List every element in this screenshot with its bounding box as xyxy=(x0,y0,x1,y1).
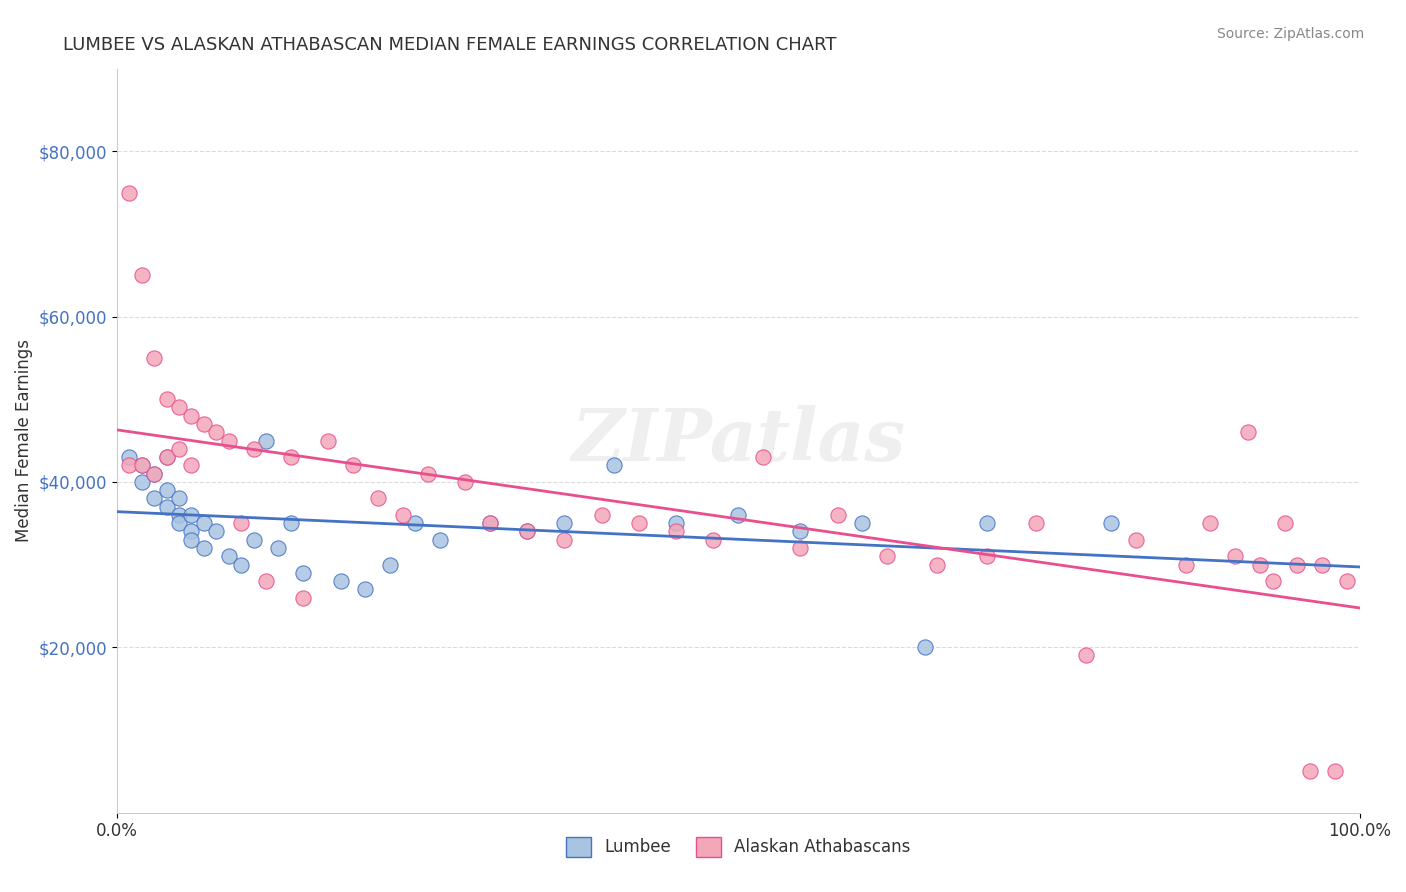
Text: ZIPatlas: ZIPatlas xyxy=(571,405,905,476)
Point xyxy=(242,533,264,547)
Point xyxy=(131,458,153,473)
Point xyxy=(416,467,439,481)
Point xyxy=(367,491,389,506)
Point xyxy=(591,508,613,522)
Y-axis label: Median Female Earnings: Median Female Earnings xyxy=(15,339,32,542)
Point xyxy=(180,508,202,522)
Point xyxy=(131,458,153,473)
Point xyxy=(193,417,215,431)
Point xyxy=(1225,549,1247,564)
Point xyxy=(1174,558,1197,572)
Point xyxy=(914,640,936,655)
Point xyxy=(143,467,166,481)
Point xyxy=(167,516,190,531)
Point xyxy=(193,516,215,531)
Point xyxy=(231,516,253,531)
Text: LUMBEE VS ALASKAN ATHABASCAN MEDIAN FEMALE EARNINGS CORRELATION CHART: LUMBEE VS ALASKAN ATHABASCAN MEDIAN FEMA… xyxy=(63,36,837,54)
Point xyxy=(131,475,153,489)
Point xyxy=(1025,516,1047,531)
Point xyxy=(254,434,277,448)
Point xyxy=(1261,574,1284,588)
Point xyxy=(516,524,538,539)
Point xyxy=(454,475,477,489)
Point xyxy=(976,549,998,564)
Point xyxy=(391,508,413,522)
Point xyxy=(727,508,749,522)
Point xyxy=(292,566,315,580)
Point xyxy=(155,392,177,407)
Point xyxy=(1286,558,1309,572)
Point xyxy=(404,516,426,531)
Point xyxy=(665,524,688,539)
Point xyxy=(827,508,849,522)
Point xyxy=(231,558,253,572)
Point xyxy=(143,491,166,506)
Point xyxy=(180,409,202,423)
Point xyxy=(1336,574,1358,588)
Point xyxy=(976,516,998,531)
Point xyxy=(553,516,575,531)
Point xyxy=(876,549,898,564)
Point xyxy=(205,425,228,440)
Point xyxy=(380,558,402,572)
Point xyxy=(180,458,202,473)
Point xyxy=(516,524,538,539)
Point xyxy=(1125,533,1147,547)
Point xyxy=(155,450,177,464)
Point xyxy=(155,483,177,497)
Point xyxy=(1274,516,1296,531)
Point xyxy=(789,524,811,539)
Point xyxy=(1074,648,1097,663)
Point xyxy=(143,467,166,481)
Point xyxy=(242,442,264,456)
Point xyxy=(218,549,240,564)
Point xyxy=(167,442,190,456)
Point xyxy=(218,434,240,448)
Point xyxy=(1236,425,1258,440)
Point xyxy=(429,533,451,547)
Point xyxy=(1310,558,1333,572)
Point xyxy=(292,591,315,605)
Text: Source: ZipAtlas.com: Source: ZipAtlas.com xyxy=(1216,27,1364,41)
Point xyxy=(205,524,228,539)
Point xyxy=(1323,764,1346,779)
Point xyxy=(553,533,575,547)
Legend: Lumbee, Alaskan Athabascans: Lumbee, Alaskan Athabascans xyxy=(560,830,917,863)
Point xyxy=(478,516,501,531)
Point xyxy=(1199,516,1222,531)
Point xyxy=(118,458,141,473)
Point xyxy=(167,491,190,506)
Point xyxy=(155,450,177,464)
Point xyxy=(254,574,277,588)
Point xyxy=(193,541,215,555)
Point xyxy=(118,450,141,464)
Point xyxy=(280,450,302,464)
Point xyxy=(280,516,302,531)
Point xyxy=(627,516,650,531)
Point xyxy=(354,582,377,597)
Point xyxy=(925,558,948,572)
Point xyxy=(702,533,724,547)
Point xyxy=(1299,764,1322,779)
Point xyxy=(752,450,775,464)
Point xyxy=(180,533,202,547)
Point xyxy=(342,458,364,473)
Point xyxy=(143,351,166,365)
Point xyxy=(329,574,352,588)
Point xyxy=(851,516,873,531)
Point xyxy=(167,508,190,522)
Point xyxy=(180,524,202,539)
Point xyxy=(665,516,688,531)
Point xyxy=(1249,558,1271,572)
Point xyxy=(155,500,177,514)
Point xyxy=(789,541,811,555)
Point xyxy=(167,401,190,415)
Point xyxy=(118,186,141,200)
Point xyxy=(267,541,290,555)
Point xyxy=(131,268,153,283)
Point xyxy=(316,434,339,448)
Point xyxy=(1099,516,1122,531)
Point xyxy=(603,458,626,473)
Point xyxy=(478,516,501,531)
